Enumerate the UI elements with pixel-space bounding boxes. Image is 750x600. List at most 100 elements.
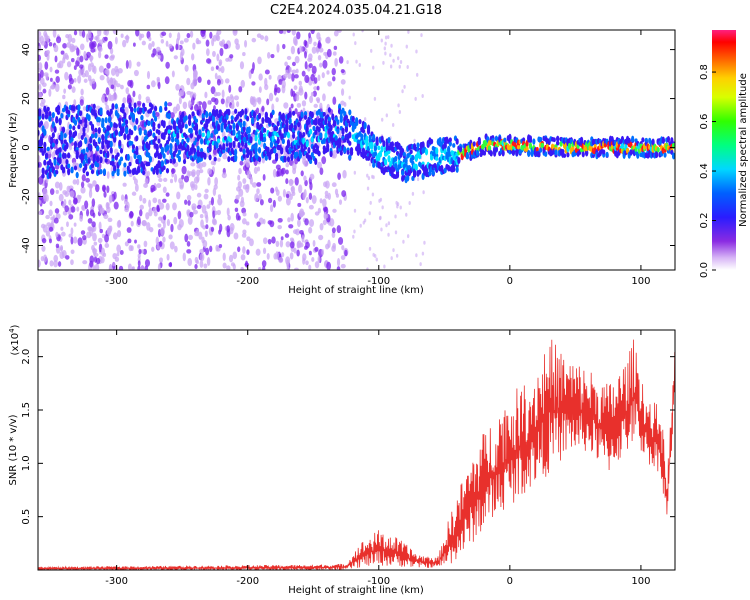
- spectro-cell: [268, 117, 272, 125]
- spectro-cell: [182, 252, 186, 262]
- spectro-cell: [166, 219, 170, 227]
- spectro-cell: [83, 78, 88, 83]
- spectro-cell: [169, 143, 173, 151]
- spectro-cell: [246, 236, 251, 242]
- spectro-cell: [303, 175, 307, 182]
- spectro-cell: [188, 100, 192, 109]
- spectro-cell: [123, 162, 127, 168]
- spectro-cell: [309, 128, 313, 135]
- spectro-cell: [387, 136, 391, 144]
- spectro-cell: [380, 145, 384, 153]
- spectro-cell: [114, 256, 120, 262]
- spectro-cell: [92, 212, 96, 218]
- spectro-cell: [267, 197, 273, 204]
- spectro-cell: [281, 116, 285, 123]
- spectro-cell: [416, 177, 420, 182]
- spectro-cell: [127, 263, 132, 270]
- spectro-cell: [211, 38, 215, 47]
- spectro-cell: [544, 151, 548, 157]
- spectro-cell: [44, 109, 49, 116]
- spectro-cell: [232, 128, 236, 136]
- spectro-cell: [301, 155, 307, 161]
- spectro-cell: [361, 30, 364, 33]
- spectro-cell: [113, 191, 117, 200]
- spectro-cell: [194, 129, 199, 136]
- spectro-cell: [135, 150, 139, 156]
- spectro-cell: [112, 92, 118, 101]
- spectro-cell: [101, 143, 105, 150]
- spectro-cell: [319, 198, 323, 204]
- spectro-cell: [258, 86, 262, 93]
- spectro-cell: [165, 61, 170, 69]
- spectro-cell: [285, 69, 289, 76]
- spectro-cell: [126, 227, 132, 233]
- spectro-cell: [278, 130, 282, 136]
- spectro-cell: [336, 266, 341, 270]
- spectro-cell: [118, 117, 122, 123]
- spectro-cell: [224, 78, 230, 84]
- spectro-cell: [263, 136, 267, 143]
- spectro-cell: [38, 36, 41, 42]
- spectro-cell: [254, 212, 259, 219]
- spectro-cell: [403, 84, 406, 89]
- spectro-cell: [666, 135, 671, 143]
- spectro-cell: [416, 72, 419, 77]
- spectro-cell: [244, 142, 248, 149]
- spectro-cell: [331, 231, 336, 239]
- spectro-cell: [38, 31, 42, 37]
- spectro-cell: [165, 139, 170, 146]
- spectro-cell: [124, 35, 130, 40]
- spectro-cell: [308, 264, 312, 270]
- spectro-cell: [477, 139, 481, 146]
- spectro-cell: [317, 40, 321, 48]
- spectro-cell: [82, 234, 87, 241]
- spectro-cell: [142, 197, 147, 204]
- spectro-cell: [282, 189, 286, 198]
- spectro-cell: [266, 147, 270, 154]
- spectro-cell: [38, 111, 42, 117]
- spectro-cell: [148, 107, 153, 114]
- spectro-cell: [38, 167, 41, 177]
- spectro-cell: [96, 145, 100, 152]
- spectro-cell: [167, 129, 171, 134]
- spectro-cell: [71, 86, 76, 94]
- spectro-cell: [118, 265, 124, 270]
- spectro-cell: [162, 236, 166, 243]
- spectro-cell: [242, 152, 246, 159]
- spectro-cell: [341, 190, 347, 198]
- spectro-cell: [72, 105, 76, 112]
- spectro-cell: [59, 250, 65, 260]
- spectro-cell: [253, 166, 258, 175]
- spectro-cell: [193, 140, 197, 146]
- spectro-cell: [115, 83, 121, 88]
- spectro-cell: [130, 245, 134, 252]
- spectro-cell: [162, 153, 166, 159]
- spectro-cell: [194, 183, 198, 191]
- spectro-cell: [408, 200, 411, 205]
- spectro-cell: [326, 70, 330, 75]
- spectro-cell: [186, 146, 190, 153]
- spectro-cell: [134, 183, 139, 192]
- spectro-cell: [65, 159, 69, 165]
- spectro-cell: [157, 123, 161, 129]
- spectro-cell: [383, 264, 386, 269]
- spectro-cell: [255, 248, 261, 256]
- spectro-cell: [150, 104, 154, 110]
- spectro-cell: [157, 81, 161, 90]
- spectro-cell: [210, 133, 214, 138]
- spectro-cell: [308, 250, 312, 256]
- spectro-cell: [202, 225, 207, 230]
- spectro-cell: [84, 163, 88, 171]
- spectro-cell: [99, 228, 104, 234]
- spectro-cell: [259, 123, 263, 129]
- spectro-cell: [396, 204, 399, 209]
- spectro-cell: [309, 159, 313, 164]
- spectrogram-y-label: Frequency (Hz): [8, 112, 19, 188]
- spectro-cell: [397, 103, 400, 108]
- spectro-cell: [256, 182, 262, 187]
- spectro-cell: [205, 247, 210, 256]
- y-tick-label: 40: [21, 43, 32, 56]
- spectro-cell: [91, 198, 96, 208]
- spectro-cell: [162, 133, 166, 141]
- spectro-cell: [122, 97, 127, 104]
